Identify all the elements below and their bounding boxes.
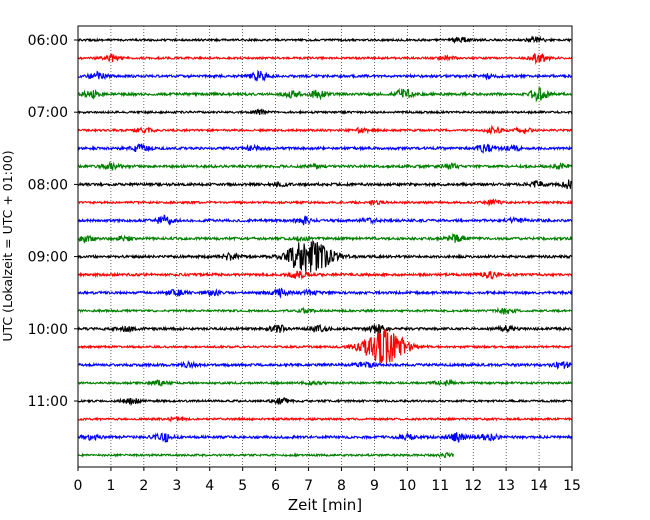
y-tick-label: 11:00 xyxy=(28,394,68,410)
x-tick-label: 0 xyxy=(74,478,83,494)
trace-1100 xyxy=(77,397,573,407)
x-tick-label: 14 xyxy=(530,478,548,494)
x-tick-label: 15 xyxy=(563,478,581,494)
y-tick-label: 08:00 xyxy=(28,177,68,193)
x-tick-label: 5 xyxy=(238,478,247,494)
x-axis-ticks: 0 1 2 3 4 5 6 7 8 9 10 11 12 13 14 15 xyxy=(74,467,581,494)
trace-0915 xyxy=(77,270,573,280)
x-tick-label: 3 xyxy=(172,478,181,494)
y-axis-label: UTC (Lokalzeit = UTC + 01:00) xyxy=(0,150,15,341)
x-tick-label: 12 xyxy=(464,478,482,494)
trace-1000 xyxy=(77,323,573,336)
trace-1115 xyxy=(77,415,573,423)
x-tick-label: 2 xyxy=(139,478,148,494)
trace-0830 xyxy=(77,214,573,226)
trace-0615 xyxy=(77,52,573,65)
trace-0815 xyxy=(77,198,573,207)
trace-0900 xyxy=(77,239,573,273)
trace-1030 xyxy=(77,359,572,370)
trace-0630 xyxy=(77,69,573,82)
trace-0700 xyxy=(77,108,573,116)
trace-1145 xyxy=(77,451,454,459)
x-tick-label: 6 xyxy=(271,478,280,494)
y-tick-label: 09:00 xyxy=(28,250,68,266)
x-tick-label: 4 xyxy=(205,478,214,494)
x-tick-label: 1 xyxy=(106,478,115,494)
x-tick-label: 7 xyxy=(304,478,313,494)
plot-frame xyxy=(77,25,573,468)
x-tick-label: 10 xyxy=(398,478,416,494)
trace-1015 xyxy=(77,329,573,365)
y-tick-label: 10:00 xyxy=(28,322,68,338)
x-tick-label: 9 xyxy=(370,478,379,494)
y-tick-label: 07:00 xyxy=(28,105,68,121)
y-tick-label: 06:00 xyxy=(28,33,68,49)
trace-1130 xyxy=(77,431,573,443)
x-tick-label: 11 xyxy=(431,478,449,494)
trace-0600 xyxy=(77,35,573,44)
trace-0715 xyxy=(77,124,573,135)
traces-group xyxy=(77,35,573,459)
trace-0730 xyxy=(77,143,573,154)
trace-0930 xyxy=(77,287,573,299)
y-axis-ticks: 06:00 07:00 08:00 09:00 10:00 11:00 xyxy=(28,33,78,410)
x-tick-label: 8 xyxy=(337,478,346,494)
trace-0845 xyxy=(77,232,573,244)
trace-0745 xyxy=(77,160,573,171)
trace-0945 xyxy=(78,306,573,316)
trace-0645 xyxy=(77,87,573,103)
trace-1045 xyxy=(77,378,573,387)
trace-0800 xyxy=(77,179,573,190)
x-tick-label: 13 xyxy=(497,478,515,494)
x-axis-label: Zeit [min] xyxy=(288,496,362,514)
